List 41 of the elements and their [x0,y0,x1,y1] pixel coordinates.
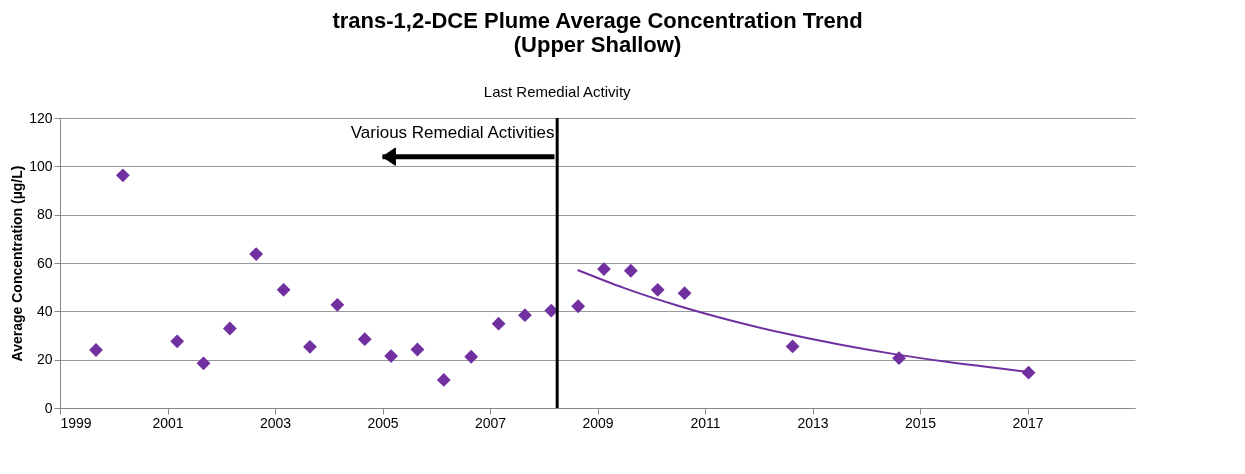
point [518,308,532,323]
point [357,332,372,347]
point [170,334,185,349]
point [1021,365,1036,380]
point [677,286,692,301]
x-tick-label: 2013 [797,414,829,431]
point [384,349,398,363]
ref-line-label: Last Remedial Activity [483,83,632,100]
chart-title: trans-1,2-DCE Plume Average Concentration Trend (Upper Shallow) [332,8,863,57]
point [785,339,800,354]
point [196,356,211,371]
point [623,263,638,278]
y-axis-title: Average Concentration (µg/L) [9,165,26,362]
point [303,339,317,354]
x-tick-label: 2011 [690,414,721,431]
y-tick-label: 100 [29,157,53,174]
point [650,282,665,297]
x-tick-label: 2009 [582,414,614,431]
x-tick-label: 2003 [259,414,292,431]
x-tick-label: 2005 [367,414,399,431]
point [464,349,479,364]
x-tick-label: 2015 [904,414,937,431]
y-tick-label: 80 [36,206,53,223]
point [276,282,291,297]
x-tick-label: 2007 [474,414,507,431]
point [491,316,506,331]
point [330,297,345,312]
x-tick-label: 2001 [152,414,184,431]
point [222,321,237,336]
y-tick-label: 0 [44,399,53,416]
y-tick-label: 20 [36,351,53,368]
point [249,247,264,261]
y-tick-label: 60 [36,254,53,271]
point [571,299,586,314]
point [436,373,451,387]
y-tick-label: 40 [36,302,53,319]
x-tick-label: 2017 [1012,414,1044,431]
x-tick-label: 1999 [60,414,92,431]
point [116,168,130,183]
y-tick-label: 120 [29,109,53,126]
annotation: Various Remedial Activities [350,123,555,143]
